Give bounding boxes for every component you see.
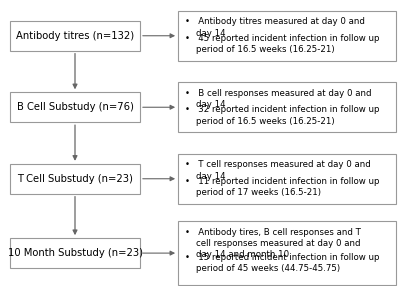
Bar — [10, 21, 140, 51]
Text: B Cell Substudy (n=76): B Cell Substudy (n=76) — [16, 102, 134, 112]
Text: •   15 reported incident infection in follow up
    period of 45 weeks (44.75-45: • 15 reported incident infection in foll… — [185, 253, 380, 273]
Bar — [10, 164, 140, 194]
Text: 10 Month Substudy (n=23): 10 Month Substudy (n=23) — [8, 248, 142, 258]
Text: •   45 reported incident infection in follow up
    period of 16.5 weeks (16.25-: • 45 reported incident infection in foll… — [185, 34, 380, 54]
Bar — [178, 154, 396, 204]
Bar — [178, 82, 396, 132]
Text: T Cell Substudy (n=23): T Cell Substudy (n=23) — [17, 174, 133, 184]
Text: •   T cell responses measured at day 0 and
    day 14: • T cell responses measured at day 0 and… — [185, 160, 371, 180]
Bar — [10, 238, 140, 268]
Text: •   11 reported incident infection in follow up
    period of 17 weeks (16.5-21): • 11 reported incident infection in foll… — [185, 177, 380, 197]
Text: •   B cell responses measured at day 0 and
    day 14: • B cell responses measured at day 0 and… — [185, 89, 372, 109]
Text: •   32 reported incident infection in follow up
    period of 16.5 weeks (16.25-: • 32 reported incident infection in foll… — [185, 106, 380, 126]
Text: •   Antibody titres measured at day 0 and
    day 14: • Antibody titres measured at day 0 and … — [185, 17, 365, 37]
Bar — [178, 221, 396, 285]
Bar — [178, 11, 396, 61]
Text: •   Antibody tires, B cell responses and T
    cell responses measured at day 0 : • Antibody tires, B cell responses and T… — [185, 228, 361, 259]
Text: Antibody titres (n=132): Antibody titres (n=132) — [16, 31, 134, 41]
Bar — [10, 92, 140, 122]
